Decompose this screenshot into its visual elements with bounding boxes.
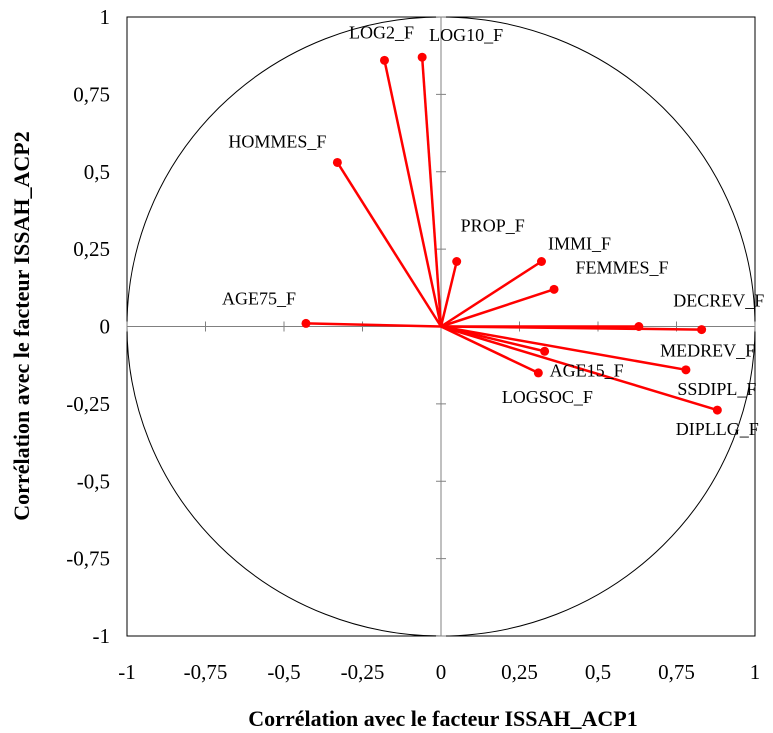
vector-label-medrev-f: MEDREV_F (660, 341, 755, 361)
y-tick-label: -1 (93, 624, 111, 648)
vector-point-medrev-f (697, 325, 707, 335)
vector-label-decrev-f: DECREV_F (673, 291, 764, 311)
y-axis-title: Corrélation avec le facteur ISSAH_ACP2 (9, 131, 34, 520)
y-tick-label: -0,25 (66, 392, 110, 416)
y-tick-label: 0,25 (73, 237, 110, 261)
y-tick-label: 0 (100, 315, 111, 339)
vector-line-immi-f (440, 260, 543, 328)
vector-label-femmes-f: FEMMES_F (576, 257, 669, 277)
vector-line-medrev-f (440, 325, 702, 331)
vector-point-log10-f (417, 52, 427, 62)
y-tick-label: 0,75 (73, 82, 110, 106)
x-tick-label: -0,25 (341, 660, 385, 684)
vector-point-femmes-f (549, 284, 559, 294)
vector-point-hommes-f (332, 157, 342, 167)
vector-point-age15-f (540, 346, 550, 356)
vector-label-dipllg-f: DIPLLG_F (676, 419, 759, 439)
x-tick-label: 0,25 (501, 660, 538, 684)
vector-point-logsoc-f (533, 368, 543, 378)
vector-point-ssdipl-f (681, 365, 691, 375)
vector-line-hommes-f (336, 161, 443, 328)
vector-line-dipllg-f (440, 325, 718, 412)
x-tick-label: 0 (436, 660, 447, 684)
y-tick-label: -0,5 (77, 469, 110, 493)
vector-line-prop-f (439, 261, 458, 327)
x-axis-title: Corrélation avec le facteur ISSAH_ACP1 (248, 706, 637, 731)
vector-line-femmes-f (440, 288, 555, 328)
vector-line-log10-f (420, 57, 443, 327)
vector-line-logsoc-f (440, 325, 539, 375)
x-tick-label: -0,5 (267, 660, 300, 684)
vector-line-log2-f (383, 60, 443, 327)
x-tick-label: -1 (118, 660, 136, 684)
vector-point-age75-f (301, 318, 311, 328)
vector-label-log2-f: LOG2_F (349, 22, 414, 42)
y-tick-label: 1 (100, 5, 111, 29)
vector-point-dipllg-f (712, 405, 722, 415)
x-tick-label: -0,75 (184, 660, 228, 684)
x-tick-label: 0,75 (658, 660, 695, 684)
x-tick-label: 1 (750, 660, 761, 684)
x-tick-label: 0,5 (585, 660, 611, 684)
vector-label-hommes-f: HOMMES_F (228, 131, 326, 151)
vector-label-ssdipl-f: SSDIPL_F (677, 379, 756, 399)
vector-line-age75-f (305, 322, 442, 328)
vector-point-immi-f (536, 257, 546, 267)
vector-label-logsoc-f: LOGSOC_F (502, 387, 593, 407)
vector-label-prop-f: PROP_F (461, 216, 525, 236)
y-tick-label: -0,75 (66, 547, 110, 571)
vector-point-prop-f (452, 257, 462, 267)
vector-line-ssdipl-f (440, 325, 687, 372)
y-tick-label: 0,5 (84, 160, 110, 184)
vector-label-age75-f: AGE75_F (222, 288, 296, 308)
vector-point-log2-f (379, 55, 389, 65)
vector-label-immi-f: IMMI_F (548, 234, 611, 254)
vector-label-log10-f: LOG10_F (429, 25, 503, 45)
vector-label-age15-f: AGE15_F (550, 360, 624, 380)
